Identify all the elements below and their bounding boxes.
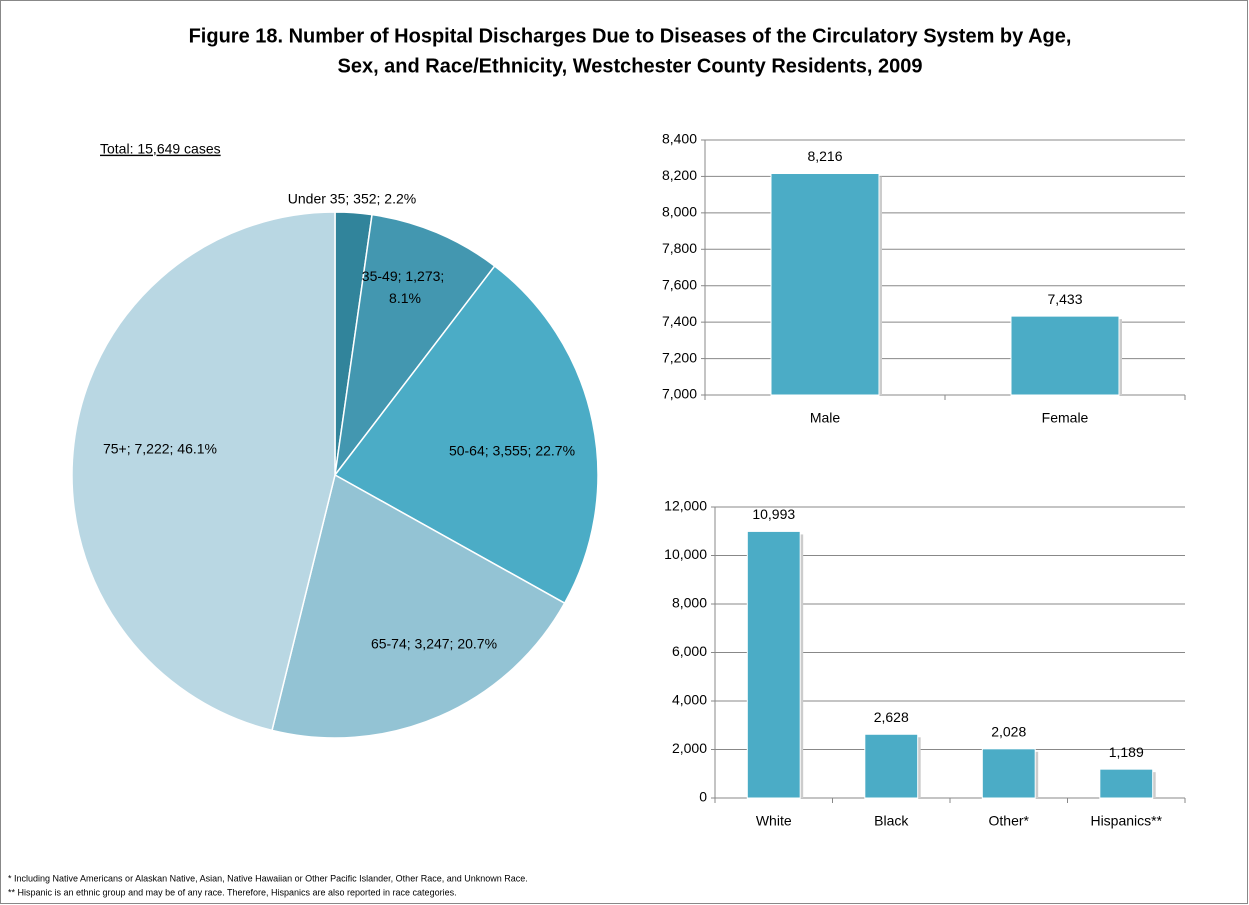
data-label: 2,028 <box>991 724 1026 740</box>
chart-title: Sex, and Race/Ethnicity, Westchester Cou… <box>337 55 922 77</box>
pie-slice <box>71 211 336 732</box>
data-label: 50-64; 3,555; 22.7% <box>449 443 575 459</box>
pie-slice <box>333 264 599 605</box>
x-tick-label: Female <box>1042 410 1089 426</box>
pie-slice <box>271 473 566 739</box>
y-tick-label: 8,000 <box>662 204 697 220</box>
bar <box>864 733 919 799</box>
y-tick-label: 4,000 <box>672 692 707 708</box>
bar <box>770 173 880 396</box>
x-tick-label: Hispanics** <box>1090 813 1162 829</box>
y-tick-label: 10,000 <box>664 546 707 562</box>
x-tick-label: White <box>756 813 792 829</box>
data-label: 2,628 <box>874 709 909 725</box>
y-tick-label: 0 <box>699 789 707 805</box>
bar <box>1099 768 1154 799</box>
y-tick-label: 8,400 <box>662 131 697 147</box>
bar <box>981 748 1036 799</box>
data-label: 75+; 7,222; 46.1% <box>103 441 217 457</box>
x-tick-label: Other* <box>989 813 1030 829</box>
x-tick-label: Male <box>810 410 841 426</box>
data-label: Under 35; 352; 2.2% <box>288 191 416 207</box>
bar <box>1010 315 1120 396</box>
annotation: Total: 15,649 cases <box>100 141 221 157</box>
y-tick-label: 8,000 <box>672 595 707 611</box>
x-tick-label: Black <box>874 813 909 829</box>
y-tick-label: 7,400 <box>662 313 697 329</box>
footnote: * Including Native Americans or Alaskan … <box>8 873 528 883</box>
data-label: 35-49; 1,273; 8.1% <box>362 268 448 306</box>
bar <box>746 530 801 799</box>
data-label: 65-74; 3,247; 20.7% <box>371 636 497 652</box>
data-label: 7,433 <box>1047 291 1082 307</box>
chart-title: Figure 18. Number of Hospital Discharges… <box>189 25 1072 47</box>
footnote: ** Hispanic is an ethnic group and may b… <box>8 887 457 897</box>
y-tick-label: 7,000 <box>662 386 697 402</box>
data-label: 10,993 <box>752 506 795 522</box>
pie-slice <box>333 213 496 478</box>
y-tick-label: 2,000 <box>672 740 707 756</box>
data-label: 1,189 <box>1109 744 1144 760</box>
y-tick-label: 8,200 <box>662 167 697 183</box>
y-tick-label: 6,000 <box>672 643 707 659</box>
y-tick-label: 7,800 <box>662 240 697 256</box>
y-tick-label: 7,600 <box>662 276 697 292</box>
y-tick-label: 7,200 <box>662 349 697 365</box>
data-label: 8,216 <box>807 148 842 164</box>
y-tick-label: 12,000 <box>664 498 707 514</box>
